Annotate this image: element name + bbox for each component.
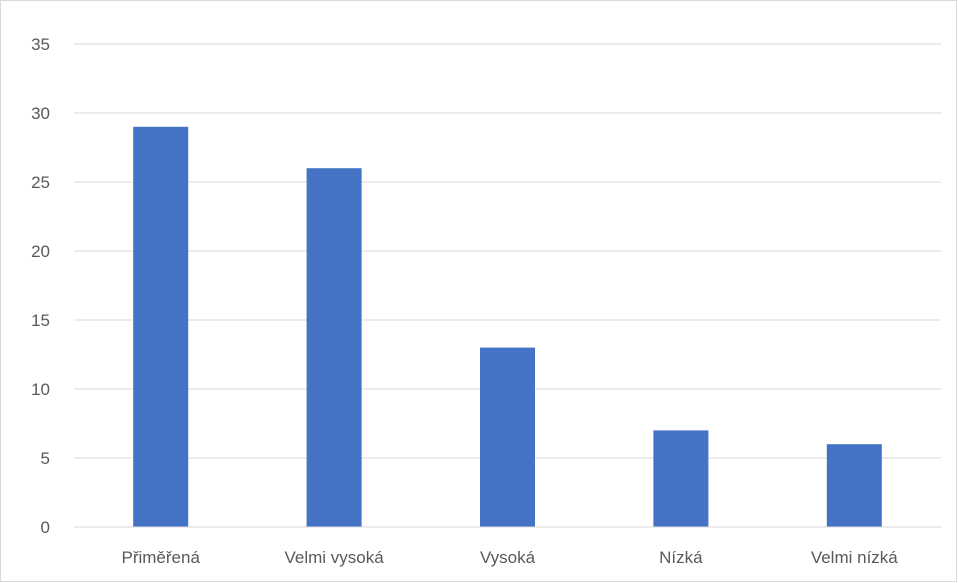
y-tick-label: 10 [31,380,50,399]
x-tick-label: Přiměřená [121,548,200,567]
bar [653,430,709,527]
x-tick-label: Velmi vysoká [284,548,384,567]
x-tick-label: Nízká [659,548,703,567]
bar [133,126,189,528]
y-tick-label: 5 [41,449,50,468]
x-axis-tick-labels: Přiměřená Velmi vysoká Vysoká Nízká Velmi ní… [121,548,898,567]
y-tick-label: 35 [31,35,50,54]
bar [480,347,535,527]
x-tick-label: Vysoká [480,548,536,567]
y-tick-label: 0 [41,518,50,537]
y-tick-label: 20 [31,242,50,261]
y-tick-label: 25 [31,173,50,192]
x-tick-label: Velmi nízká [811,548,898,567]
bar [306,168,362,527]
bars [133,126,882,528]
y-tick-label: 30 [31,104,50,123]
bar [826,444,882,527]
y-axis-tick-labels: 0 5 10 15 20 25 30 35 [31,35,50,537]
gridlines [74,43,941,459]
y-tick-label: 15 [31,311,50,330]
